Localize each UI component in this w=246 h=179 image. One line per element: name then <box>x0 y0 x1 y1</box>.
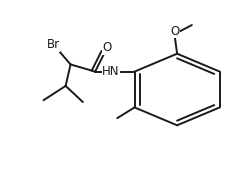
Text: Br: Br <box>47 38 60 51</box>
Text: O: O <box>170 25 179 38</box>
Text: HN: HN <box>102 65 120 78</box>
Text: O: O <box>103 41 112 54</box>
